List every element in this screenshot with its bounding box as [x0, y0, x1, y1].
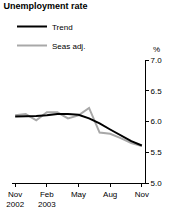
svg-text:7.0: 7.0 [151, 56, 163, 65]
svg-text:Trend: Trend [52, 23, 73, 32]
svg-text:5.0: 5.0 [151, 179, 163, 188]
svg-text:Aug: Aug [103, 190, 117, 199]
svg-text:Nov2002: Nov2002 [6, 190, 24, 209]
svg-text:6.0: 6.0 [151, 117, 163, 126]
svg-text:%: % [153, 45, 160, 54]
svg-text:May: May [71, 190, 86, 199]
svg-text:Nov: Nov [135, 190, 149, 199]
svg-text:Feb2003: Feb2003 [38, 190, 56, 209]
svg-text:5.5: 5.5 [151, 148, 163, 157]
svg-text:6.5: 6.5 [151, 87, 163, 96]
svg-text:Unemployment rate: Unemployment rate [4, 1, 88, 11]
svg-text:Seas adj.: Seas adj. [52, 42, 85, 51]
